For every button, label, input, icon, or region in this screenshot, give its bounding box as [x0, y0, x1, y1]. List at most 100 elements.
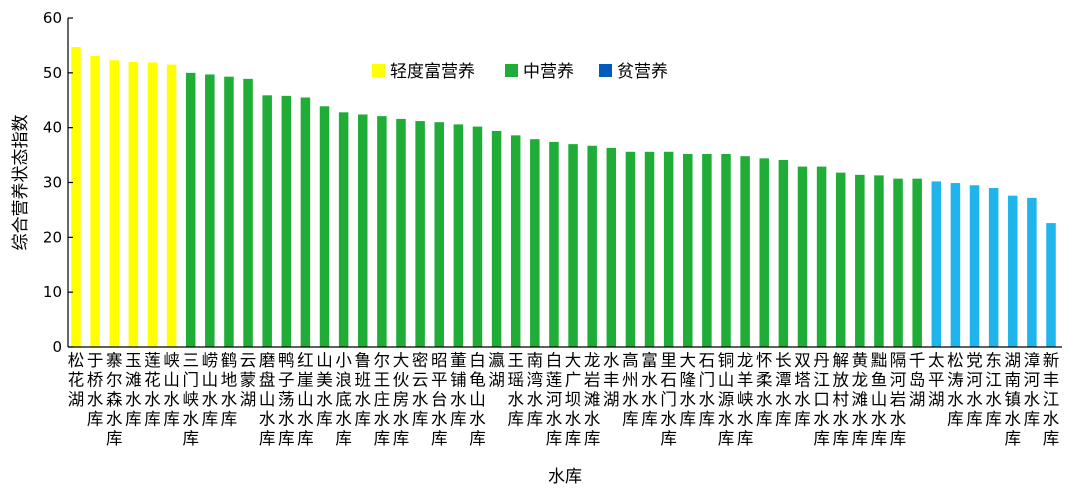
- bar: [1027, 197, 1037, 347]
- bars-group: [71, 47, 1056, 348]
- x-category-label: 大广坝水库: [565, 351, 582, 448]
- x-category-label: 黜鱼山水库: [871, 351, 888, 448]
- bar: [931, 181, 942, 347]
- bar: [816, 166, 827, 347]
- bar: [759, 158, 769, 347]
- bar: [874, 175, 884, 347]
- legend-label: 轻度富营养: [390, 62, 475, 82]
- bar: [855, 174, 865, 347]
- bar: [262, 95, 272, 347]
- x-category-label: 崂山水库: [202, 351, 219, 429]
- bar: [510, 135, 521, 347]
- x-category-label: 漳河水库: [1024, 351, 1041, 429]
- x-category-label: 鲁班水库: [355, 351, 372, 429]
- x-category-label: 高州水库: [622, 351, 639, 429]
- bar: [893, 178, 903, 347]
- x-category-label: 石门水库: [699, 351, 716, 429]
- x-category-label: 鹤地水库: [221, 351, 238, 429]
- bar: [950, 183, 961, 347]
- legend-label: 贫营养: [617, 62, 668, 82]
- x-category-label: 黄龙滩水库: [852, 351, 869, 448]
- bar: [1046, 223, 1056, 347]
- x-category-label: 党河水库: [966, 351, 983, 429]
- x-category-label: 山美水库: [316, 351, 333, 429]
- x-category-label: 松花湖: [68, 351, 85, 409]
- bar: [205, 74, 215, 347]
- x-category-label: 寨尔森水库: [106, 351, 123, 448]
- bar: [224, 76, 234, 348]
- bar: [663, 151, 674, 347]
- bar: [988, 187, 999, 347]
- bar: [128, 61, 139, 347]
- x-category-label: 湖南镇水库: [1005, 351, 1022, 448]
- bar: [530, 139, 540, 347]
- bar: [396, 118, 406, 347]
- bar: [109, 60, 119, 347]
- x-category-label: 长潭水库: [775, 351, 792, 429]
- x-category-label: 新丰江水库: [1043, 351, 1060, 448]
- x-category-label: 红崖山水库: [297, 351, 314, 448]
- bar: [969, 185, 980, 347]
- x-category-label: 水丰湖: [603, 351, 620, 409]
- x-category-label: 隔河岩水库: [890, 351, 907, 448]
- bar: [835, 172, 846, 347]
- y-tick-label: 50: [43, 64, 62, 82]
- bar: [491, 130, 502, 347]
- x-category-label: 白龟山水库: [469, 351, 486, 448]
- bar: [300, 97, 311, 347]
- legend: 轻度富营养 中营养 贫营养: [372, 62, 668, 82]
- x-category-label: 富水水库: [641, 351, 658, 429]
- bar: [587, 145, 597, 347]
- x-category-label: 鸭子荡水库: [278, 351, 295, 448]
- bar: [568, 144, 578, 347]
- bar: [415, 121, 425, 347]
- y-ticks-group: 0 10 20 30 40 50 60: [43, 9, 73, 356]
- x-category-label: 王瑶水库: [507, 351, 524, 429]
- x-category-label: 太平湖: [928, 351, 945, 409]
- bar: [778, 160, 789, 347]
- bar: [319, 106, 330, 347]
- x-category-label: 大隆水库: [680, 351, 697, 429]
- bar: [644, 151, 655, 347]
- x-category-label: 解放村水库: [832, 351, 849, 448]
- x-category-labels-group: 松花湖于桥水库寨尔森水库玉滩水库莲花水库峡山水库三门峡水库崂山水库鹤地水库云蒙湖…: [68, 350, 1060, 448]
- y-tick-label: 30: [43, 174, 62, 192]
- x-category-label: 南湾水库: [527, 351, 544, 429]
- y-tick-label: 60: [43, 9, 62, 27]
- x-category-label: 云蒙湖: [240, 351, 257, 409]
- x-category-label: 怀柔水库: [756, 351, 773, 429]
- x-category-label: 大伙房水库: [393, 351, 410, 448]
- x-category-label: 双塔水库: [794, 351, 811, 429]
- bar: [702, 153, 712, 347]
- bar: [912, 178, 922, 347]
- x-category-label: 峡山水库: [163, 351, 180, 429]
- x-category-label: 董铺水库: [450, 351, 467, 429]
- y-tick-label: 20: [43, 228, 62, 246]
- bar: [358, 114, 368, 347]
- legend-label: 中营养: [523, 62, 574, 82]
- x-category-label: 东江水库: [985, 351, 1002, 429]
- x-axis-title: 水库: [548, 467, 582, 487]
- y-tick-label: 10: [43, 283, 62, 301]
- bar: [166, 64, 177, 347]
- x-category-label: 小浪底水库: [335, 351, 352, 448]
- bar: [434, 122, 444, 347]
- x-category-label: 龙羊峡水库: [737, 351, 754, 448]
- y-axis-title: 综合营养状态指数: [11, 115, 31, 251]
- x-category-label: 丹江口水库: [813, 351, 830, 448]
- x-category-label: 密云水库: [412, 351, 429, 429]
- x-category-label: 磨盘山水库: [259, 351, 276, 448]
- bar: [147, 62, 158, 347]
- x-category-label: 千岛湖: [909, 351, 926, 409]
- bar: [797, 166, 808, 347]
- bar: [625, 151, 636, 347]
- bar: [281, 95, 292, 347]
- bar: [90, 55, 100, 348]
- bar: [721, 153, 731, 347]
- x-category-label: 于桥水库: [87, 351, 104, 429]
- x-category-label: 龙岩滩水库: [584, 351, 601, 448]
- legend-swatch: [599, 64, 612, 77]
- bar: [683, 153, 693, 347]
- bar: [549, 141, 559, 347]
